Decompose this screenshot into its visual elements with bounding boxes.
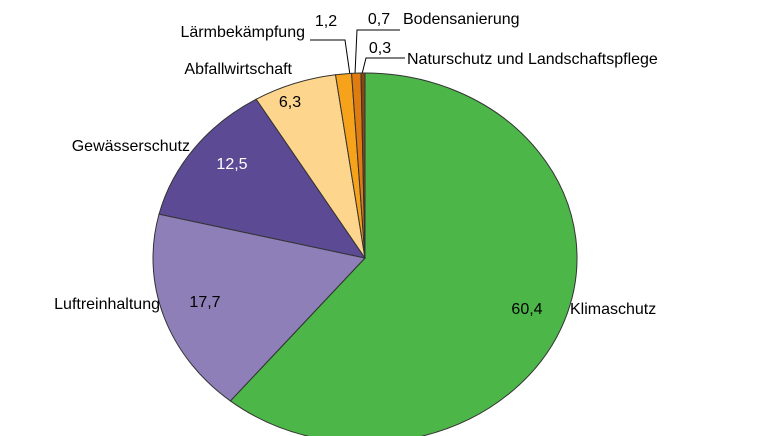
slice-label: Abfallwirtschaft [184,61,292,78]
leader-line [310,39,351,76]
pie-slice [158,98,367,259]
slice-label: Lärmbekämpfung [180,24,305,41]
pie-slice [360,72,366,259]
pie-slice [229,72,578,436]
slice-label: Luftreinhaltung [54,296,160,313]
value-label: 1,2 [315,13,337,30]
slice-label: Gewässerschutz [72,138,190,155]
value-label: 17,7 [189,294,220,311]
slice-label: Naturschutz und Landschaftspflege [407,51,658,68]
leader-lines [310,29,405,76]
pie-slice [152,213,366,402]
slice-label: Klimaschutz [570,301,656,318]
value-label: 0,3 [369,40,391,57]
value-label: 60,4 [511,301,542,318]
value-label: 6,3 [279,94,301,111]
leader-line [361,57,405,75]
value-label: 0,7 [368,11,390,28]
slice-label: Bodensanierung [403,11,520,28]
value-label: 12,5 [216,156,247,173]
leader-line [354,29,368,75]
